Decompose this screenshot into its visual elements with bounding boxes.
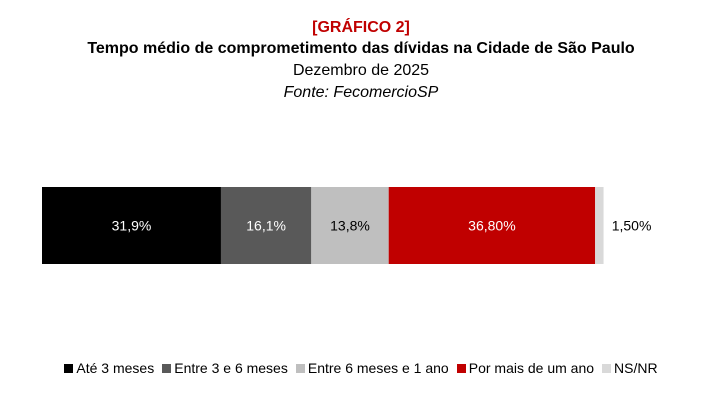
chart-source: Fonte: FecomercioSP <box>283 84 439 101</box>
bar-segment-entre-3-e-6-meses <box>220 187 312 264</box>
chart-legend: Até 3 meses Entre 3 e 6 meses Entre 6 mese… <box>0 360 722 376</box>
bar-segment-ate-3-meses <box>42 187 221 264</box>
data-label-entre-3-e-6-meses: 16,1% <box>246 218 286 234</box>
legend-swatch <box>602 363 612 373</box>
legend-label: NS/NR <box>614 360 658 376</box>
legend-swatch <box>162 363 172 373</box>
data-label-entre-6-meses-e-1-ano: 13,8% <box>330 218 370 234</box>
legend-label: Até 3 meses <box>76 360 155 376</box>
bar-segment-por-mais-de-um-ano <box>388 187 596 264</box>
chart-title: Tempo médio de comprometimento das dívid… <box>87 40 635 57</box>
legend-swatch <box>456 363 466 373</box>
legend-item-por-mais-de-um-ano: Por mais de um ano <box>456 360 595 376</box>
legend-item-ns-nr: NS/NR <box>602 360 658 376</box>
chart-subtitle: Dezembro de 2025 <box>292 62 430 79</box>
bar-segment-ns-nr <box>595 187 604 264</box>
chart-tag: [GRÁFICO 2] <box>312 19 410 36</box>
legend-item-entre-3-e-6-meses: Entre 3 e 6 meses <box>162 360 288 376</box>
data-label-por-mais-de-um-ano: 36,80% <box>468 218 515 234</box>
legend-item-ate-3-meses: Até 3 meses <box>64 360 154 376</box>
data-label-ate-3-meses: 31,9% <box>112 218 152 234</box>
data-label-ns-nr: 1,50% <box>612 218 652 234</box>
bar-segment-entre-6-meses-e-1-ano <box>311 187 389 264</box>
legend-swatch <box>64 363 74 373</box>
legend-label: Por mais de um ano <box>468 360 595 376</box>
chart-header: [GRÁFICO 2] Tempo médio de comprometimen… <box>0 18 722 104</box>
legend-item-entre-6-meses-e-1-ano: Entre 6 meses e 1 ano <box>295 360 449 376</box>
legend-swatch <box>295 363 305 373</box>
legend-label: Entre 6 meses e 1 ano <box>307 360 449 376</box>
legend-label: Entre 3 e 6 meses <box>174 360 288 376</box>
